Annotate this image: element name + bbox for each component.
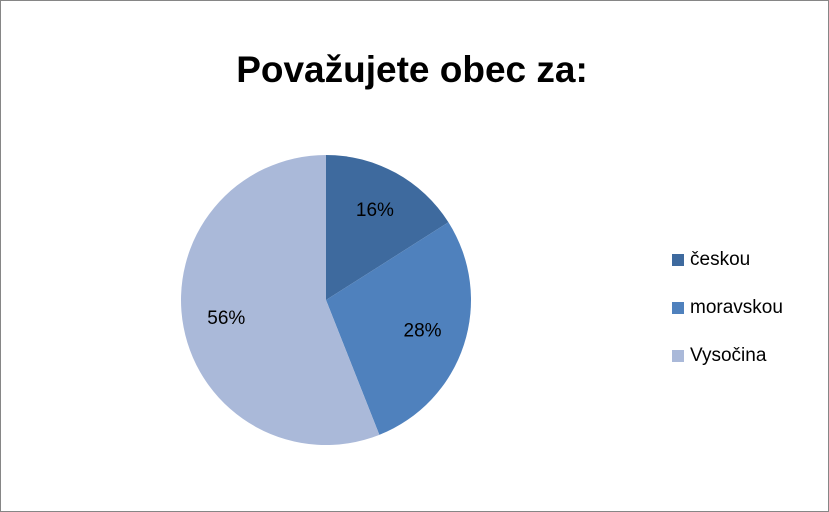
legend-label: moravskou [690,297,783,318]
data-label: 28% [404,320,442,341]
data-label: 16% [356,200,394,221]
legend-label: českou [690,249,750,270]
pie-slice [326,155,449,300]
chart-title: Považujete obec za: [236,49,588,90]
legend-swatch [672,350,684,362]
data-label: 56% [207,308,245,329]
legend-label: Vysočina [690,345,767,366]
legend-swatch [672,254,684,266]
pie-slice [181,155,380,445]
pie-slice [326,222,471,435]
legend-swatch [672,302,684,314]
